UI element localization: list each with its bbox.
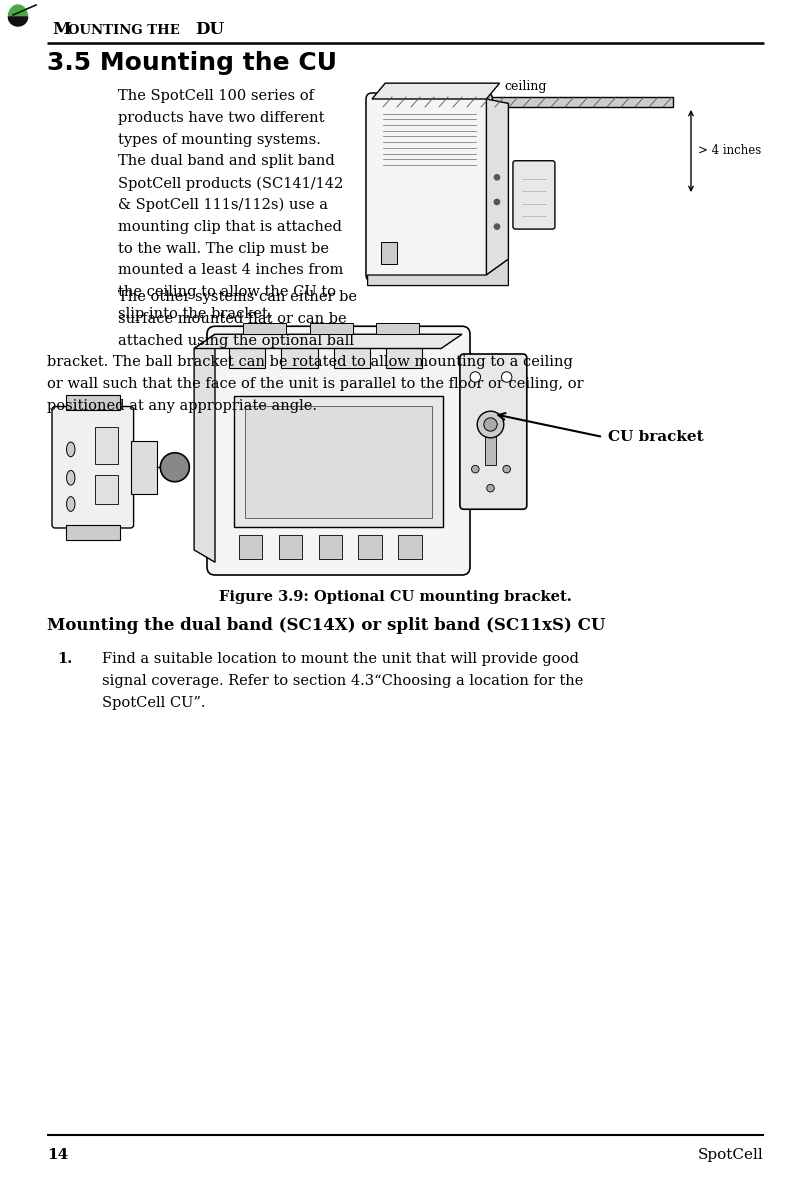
Text: to the wall. The clip must be: to the wall. The clip must be — [118, 242, 329, 256]
Circle shape — [486, 485, 494, 492]
Text: bracket. The ball bracket can be rotated to allow mounting to a ceiling: bracket. The ball bracket can be rotated… — [47, 356, 573, 370]
Polygon shape — [9, 5, 28, 17]
Text: DU: DU — [195, 21, 224, 38]
Bar — [386, 341, 422, 367]
Text: types of mounting systems.: types of mounting systems. — [118, 133, 321, 147]
Bar — [377, 322, 419, 334]
Bar — [399, 534, 422, 559]
Text: 14: 14 — [47, 1148, 68, 1162]
Ellipse shape — [66, 470, 75, 485]
Text: positioned at any appropriate angle.: positioned at any appropriate angle. — [47, 399, 317, 414]
Text: & SpotCell 111s/112s) use a: & SpotCell 111s/112s) use a — [118, 198, 328, 212]
Circle shape — [501, 372, 512, 383]
FancyBboxPatch shape — [513, 161, 555, 229]
Text: Mounting the dual band (SC14X) or split band (SC11xS) CU: Mounting the dual band (SC14X) or split … — [47, 616, 605, 634]
Text: or wall such that the face of the unit is parallel to the floor or ceiling, or: or wall such that the face of the unit i… — [47, 377, 584, 391]
Text: 3.5 Mounting the CU: 3.5 Mounting the CU — [47, 51, 337, 75]
Text: SpotCell products (SC141/142: SpotCell products (SC141/142 — [118, 177, 343, 191]
Ellipse shape — [66, 442, 75, 456]
Text: mounting clip that is attached: mounting clip that is attached — [118, 219, 342, 233]
Text: surface mounted flat or can be: surface mounted flat or can be — [118, 312, 346, 326]
FancyBboxPatch shape — [366, 92, 493, 281]
Bar — [234, 396, 443, 527]
Bar — [485, 433, 496, 466]
Bar — [278, 534, 302, 559]
Bar — [66, 395, 120, 410]
Bar — [310, 322, 353, 334]
Text: > 4 inches: > 4 inches — [698, 145, 761, 158]
Text: OUNTING THE: OUNTING THE — [68, 24, 184, 37]
Bar — [131, 441, 157, 493]
Bar — [358, 534, 382, 559]
Text: mounted a least 4 inches from: mounted a least 4 inches from — [118, 263, 343, 277]
Bar — [334, 341, 370, 367]
Bar — [378, 97, 673, 107]
Text: CU bracket: CU bracket — [608, 430, 704, 444]
Bar — [245, 405, 432, 518]
Text: Figure 3.9: Optional CU mounting bracket.: Figure 3.9: Optional CU mounting bracket… — [219, 590, 572, 604]
Text: attached using the optional ball: attached using the optional ball — [118, 334, 354, 347]
Polygon shape — [368, 260, 509, 286]
Polygon shape — [486, 100, 509, 275]
Circle shape — [470, 372, 480, 383]
Bar — [319, 534, 343, 559]
Bar — [95, 475, 118, 504]
Text: signal coverage. Refer to section 4.3“Choosing a location for the: signal coverage. Refer to section 4.3“Ch… — [102, 674, 584, 687]
Circle shape — [477, 411, 504, 437]
Text: M: M — [52, 21, 70, 38]
FancyBboxPatch shape — [460, 354, 527, 510]
Polygon shape — [194, 334, 215, 562]
Circle shape — [494, 199, 500, 205]
Circle shape — [494, 224, 500, 229]
FancyBboxPatch shape — [207, 326, 470, 575]
Bar — [239, 534, 263, 559]
Text: ceiling: ceiling — [504, 81, 547, 92]
Text: slip into the bracket.: slip into the bracket. — [118, 307, 272, 321]
Text: The other systems can either be: The other systems can either be — [118, 290, 357, 305]
Polygon shape — [9, 17, 28, 26]
Bar — [229, 341, 265, 367]
Circle shape — [161, 453, 189, 482]
Circle shape — [471, 466, 479, 473]
Polygon shape — [194, 334, 462, 348]
Polygon shape — [372, 83, 500, 100]
Bar — [95, 428, 118, 465]
Bar — [66, 525, 120, 539]
Bar — [244, 322, 286, 334]
Circle shape — [484, 418, 498, 431]
Text: SpotCell CU”.: SpotCell CU”. — [102, 696, 206, 710]
Ellipse shape — [66, 497, 75, 512]
Bar — [282, 341, 318, 367]
Text: The dual band and split band: The dual band and split band — [118, 154, 335, 168]
Text: The SpotCell 100 series of: The SpotCell 100 series of — [118, 89, 314, 103]
FancyBboxPatch shape — [52, 406, 134, 529]
Text: products have two different: products have two different — [118, 111, 324, 124]
Circle shape — [503, 466, 510, 473]
Text: 1.: 1. — [57, 652, 72, 666]
Text: the ceiling to allow the CU to: the ceiling to allow the CU to — [118, 286, 336, 299]
Text: Find a suitable location to mount the unit that will provide good: Find a suitable location to mount the un… — [102, 652, 579, 666]
Circle shape — [494, 174, 500, 180]
Text: SpotCell: SpotCell — [698, 1148, 764, 1162]
Bar — [380, 243, 396, 264]
